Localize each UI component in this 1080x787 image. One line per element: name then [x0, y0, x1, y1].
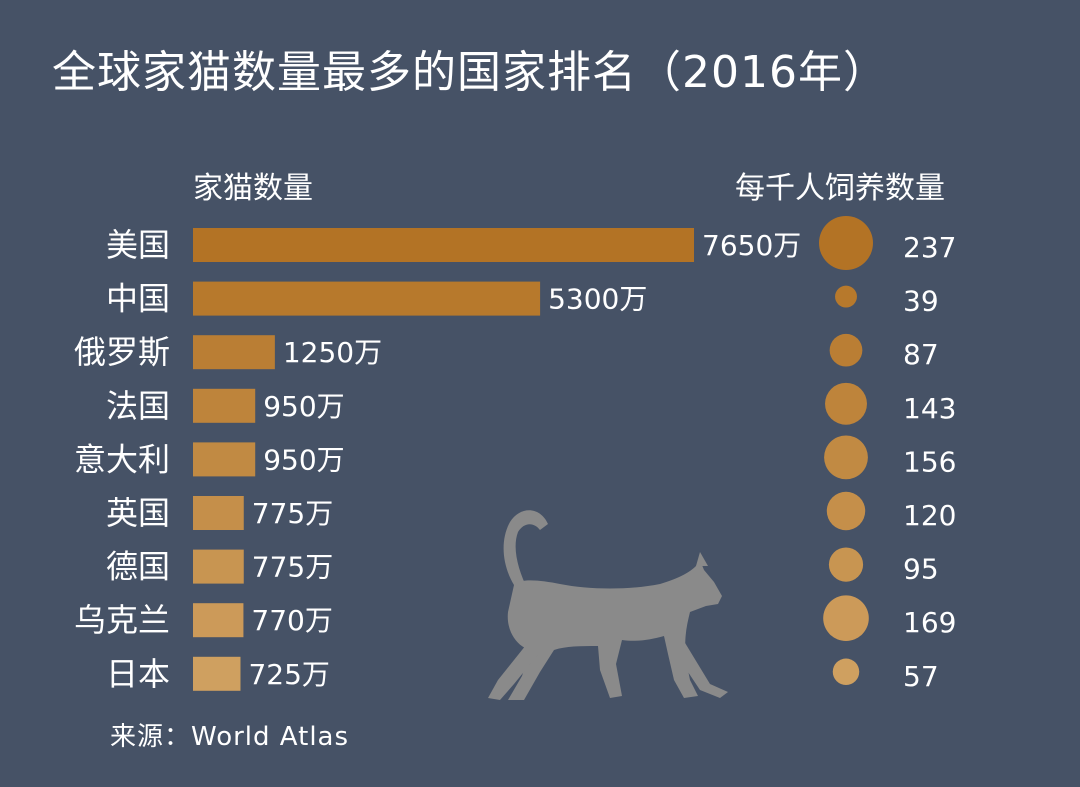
country-label: 俄罗斯	[74, 333, 170, 371]
per-thousand-label: 95	[903, 553, 939, 586]
chart-title: 全球家猫数量最多的国家排名（2016年）	[52, 47, 888, 98]
count-value-label: 950万	[263, 390, 344, 423]
per-thousand-label: 87	[903, 338, 939, 371]
per-thousand-bubble	[823, 595, 869, 641]
per-thousand-label: 156	[903, 445, 956, 478]
count-bar	[193, 388, 256, 423]
source-prefix: 来源：	[110, 722, 192, 752]
count-bar	[193, 496, 244, 530]
per-thousand-label: 143	[903, 392, 956, 425]
country-label: 德国	[106, 548, 170, 586]
count-bar	[193, 603, 244, 638]
per-thousand-bubble	[824, 435, 868, 480]
country-label: 美国	[106, 226, 170, 264]
country-label: 法国	[106, 387, 170, 425]
count-value-label: 725万	[248, 658, 329, 691]
source-name: World Atlas	[191, 722, 350, 752]
count-value-label: 5300万	[548, 283, 647, 316]
country-label: 英国	[106, 494, 170, 532]
count-value-label: 775万	[252, 551, 333, 584]
count-bar	[193, 335, 275, 370]
country-label: 意大利	[74, 440, 170, 478]
per-thousand-label: 169	[903, 606, 956, 639]
per-thousand-bubble	[825, 382, 867, 425]
per-thousand-bubble	[819, 216, 873, 270]
count-bar	[193, 228, 694, 262]
per-thousand-bubble	[828, 547, 864, 582]
per-thousand-header: 每千人饲养数量	[735, 171, 945, 206]
country-label: 日本	[106, 655, 170, 693]
count-value-label: 775万	[252, 497, 333, 530]
per-thousand-bubble	[832, 658, 860, 686]
per-thousand-label: 57	[903, 660, 939, 693]
per-thousand-bubble	[835, 285, 857, 308]
count-bar	[193, 656, 241, 691]
count-value-label: 7650万	[702, 229, 801, 262]
count-bar	[193, 549, 244, 584]
count-bar	[193, 281, 541, 316]
per-thousand-label: 39	[903, 285, 939, 318]
source-note: 来源：World Atlas	[110, 716, 349, 753]
count-bar	[193, 442, 256, 477]
per-thousand-label: 237	[903, 231, 956, 264]
count-value-label: 770万	[251, 604, 332, 637]
per-thousand-bubble	[826, 491, 866, 531]
country-label: 乌克兰	[74, 601, 170, 639]
per-thousand-label: 120	[903, 499, 956, 532]
count-value-label: 950万	[263, 443, 344, 476]
per-thousand-bubble	[829, 333, 863, 367]
count-value-label: 1250万	[283, 336, 382, 369]
cat-count-header: 家猫数量	[193, 171, 313, 206]
country-label: 中国	[106, 280, 170, 318]
